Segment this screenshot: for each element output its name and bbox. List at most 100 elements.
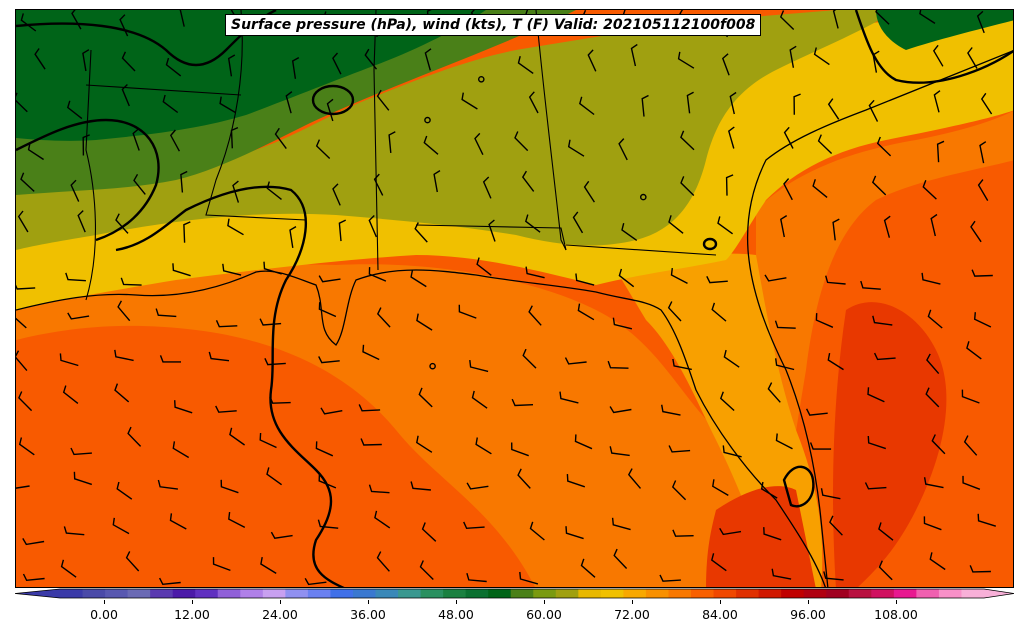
wind-barb <box>805 408 828 416</box>
wind-barb <box>157 479 178 490</box>
wind-barb <box>16 485 30 489</box>
wind-barb <box>779 10 795 31</box>
wind-barb <box>971 269 993 277</box>
temp-band-orange-east <box>753 110 1013 587</box>
wind-barb <box>809 442 832 450</box>
wind-barb <box>524 214 541 233</box>
wind-barb <box>116 481 133 500</box>
wind-barb <box>977 179 989 201</box>
wind-barb <box>931 434 946 455</box>
wind-barb <box>672 358 692 371</box>
wind-barb <box>583 180 595 203</box>
wind-barb <box>18 437 35 456</box>
wind-barb <box>419 560 434 580</box>
isobar-northeast <box>854 10 1013 84</box>
colorbar-tick-label: 84.00 <box>702 607 738 622</box>
wind-barb <box>121 51 136 72</box>
colorbar-tick-mark <box>631 600 633 604</box>
wind-barb <box>820 488 841 500</box>
wind-barb <box>711 302 727 322</box>
wind-barb <box>522 348 537 369</box>
wind-barb <box>304 577 327 586</box>
colorbar-tick-mark <box>191 600 193 604</box>
wind-barb <box>67 312 90 320</box>
wind-barb <box>374 510 391 529</box>
wind-barb <box>318 302 337 318</box>
wind-barb <box>578 96 595 116</box>
colorbar-tick-mark <box>543 600 545 604</box>
wind-barb <box>641 94 649 117</box>
wind-barb <box>169 513 187 530</box>
colorbar-segment <box>961 589 985 598</box>
wind-barb <box>320 407 343 415</box>
wind-barb <box>966 341 982 360</box>
wind-barb <box>875 10 890 25</box>
wind-barb <box>159 355 181 363</box>
colorbar-segment <box>645 589 669 598</box>
isobar-gulf <box>115 185 345 587</box>
wind-barb <box>461 92 478 110</box>
wind-barb <box>471 390 488 409</box>
temp-band-orange <box>16 264 796 587</box>
wind-barb <box>421 522 437 542</box>
border-ar-la <box>85 84 242 96</box>
wind-barb <box>169 129 181 152</box>
wind-barb <box>926 353 940 375</box>
wind-barb <box>373 173 384 196</box>
wind-barb <box>59 353 79 367</box>
wind-barb <box>979 141 987 164</box>
wind-barb <box>922 180 937 200</box>
wind-barb <box>318 275 341 283</box>
wind-barb <box>16 350 28 372</box>
colorbar-segment <box>578 589 602 598</box>
wind-barb <box>927 309 943 329</box>
wind-barb <box>179 10 185 27</box>
wind-barb <box>519 571 539 585</box>
colorbar-tick-mark <box>719 600 721 604</box>
wind-barb <box>229 427 246 446</box>
wind-barb <box>564 357 587 365</box>
wind-barb <box>667 301 682 322</box>
wind-barb <box>474 132 484 156</box>
wind-barb <box>613 548 628 569</box>
lake-okeechobee <box>782 465 815 508</box>
wind-barb <box>476 257 492 276</box>
wind-barb <box>860 280 881 290</box>
colorbar-segment <box>262 589 286 598</box>
wind-barb <box>867 387 885 403</box>
wind-barb <box>376 551 390 572</box>
wind-barb <box>977 513 997 527</box>
colorbar-tick-mark <box>279 600 281 604</box>
gulf-coastline <box>16 269 826 587</box>
colorbar-segment <box>172 589 196 598</box>
wind-barb <box>172 263 191 277</box>
colorbar-segment <box>533 589 557 598</box>
colorbar-tick-label: 12.00 <box>174 607 210 622</box>
wind-barb <box>165 57 182 77</box>
wind-barb <box>883 215 891 238</box>
temperature-fill <box>16 10 1013 587</box>
map-title: Surface pressure (hPa), wind (kts), T (F… <box>225 14 762 36</box>
wind-barb <box>827 98 840 120</box>
wind-barb <box>121 84 130 107</box>
colorbar-segment <box>330 589 354 598</box>
colorbar-segment <box>352 589 377 598</box>
colorbar-segment <box>803 589 827 598</box>
wind-barb <box>775 358 795 371</box>
wind-barb <box>463 521 485 530</box>
wind-barb <box>326 98 334 122</box>
wind-barb <box>368 484 390 494</box>
border-al-fl <box>415 224 567 251</box>
coastline <box>16 50 1013 587</box>
wind-barb <box>263 261 282 275</box>
wind-barb <box>719 391 735 412</box>
wind-barb <box>274 127 287 150</box>
temp-band-red-se <box>833 302 947 587</box>
wind-barb <box>71 10 82 30</box>
colorbar-tick-label: 0.00 <box>90 607 118 622</box>
wind-barb <box>517 468 531 489</box>
wind-barb <box>661 404 681 416</box>
wind-barb <box>414 222 428 243</box>
wind-barb <box>963 435 978 456</box>
wind-barb <box>719 527 742 536</box>
